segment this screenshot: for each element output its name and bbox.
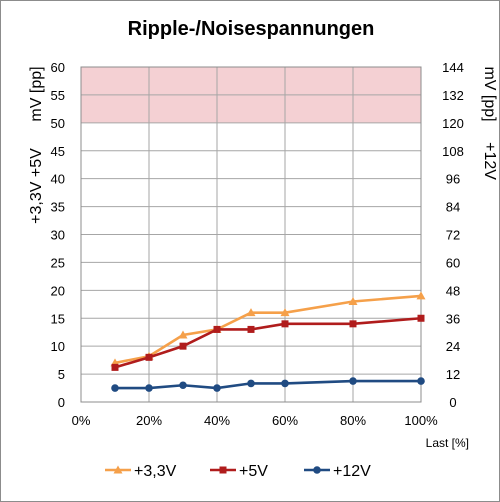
y-axis-right-title: +12V [481, 142, 498, 180]
data-point-5v [145, 353, 153, 361]
y-tick-label-right: 96 [446, 172, 460, 187]
legend-marker-3-3v [113, 465, 123, 474]
data-point-5v [417, 314, 425, 322]
x-tick-label: 100% [404, 413, 438, 428]
y-tick-label-right: 132 [442, 88, 464, 103]
data-point-5v [281, 320, 289, 328]
x-tick-label: 60% [272, 413, 298, 428]
x-tick-label: 20% [136, 413, 162, 428]
y-tick-label-left: 50 [51, 116, 65, 131]
y-tick-label-right: 24 [446, 339, 460, 354]
data-point-12v [349, 377, 357, 385]
y-tick-label-left: 40 [51, 172, 65, 187]
y-tick-label-right: 72 [446, 228, 460, 243]
y-tick-label-left: 0 [58, 395, 65, 410]
series-line-12v [115, 379, 421, 390]
data-point-12v [417, 377, 425, 385]
y-axis-left-title: +3,3V +5V [28, 148, 45, 224]
data-point-12v [145, 384, 153, 392]
legend-marker-12v [313, 466, 321, 474]
data-point-12v [281, 379, 289, 388]
y-tick-label-left: 25 [51, 255, 65, 270]
legend-label-3-3v: +3,3V [134, 463, 177, 480]
plot-border [80, 66, 422, 403]
data-point-3-3v [280, 308, 290, 317]
x-tick-label: 0% [72, 413, 91, 428]
y-tick-label-right: 144 [442, 60, 464, 75]
y-tick-label-left: 30 [51, 228, 65, 243]
x-tick-label: 40% [204, 413, 230, 428]
legend-label-5v: +5V [239, 463, 268, 480]
series-line-5v [114, 316, 422, 369]
y-tick-label-left: 55 [51, 88, 65, 103]
y-tick-label-right: 0 [449, 395, 456, 410]
y-tick-label-right: 84 [446, 200, 460, 215]
y-tick-label-left: 60 [51, 60, 65, 75]
y-tick-label-left: 10 [51, 339, 65, 354]
y-axis-left-unit: mV [pp] [28, 66, 45, 121]
data-point-5v [349, 320, 357, 328]
y-tick-label-left: 15 [51, 311, 65, 326]
data-point-5v [213, 325, 221, 333]
data-point-12v [179, 381, 187, 390]
data-point-3-3v [178, 330, 188, 339]
y-tick-label-left: 35 [51, 200, 65, 215]
data-point-12v [247, 379, 255, 388]
legend: +3,3V +5V +12V [105, 463, 371, 480]
legend-marker-5v [219, 466, 227, 474]
y-tick-label-right: 12 [446, 367, 460, 382]
legend-label-12v: +12V [333, 463, 371, 480]
data-point-3-3v [416, 291, 426, 300]
series-line-3-3v [114, 294, 422, 365]
data-point-3-3v [246, 308, 256, 317]
x-tick-label: 80% [340, 413, 366, 428]
y-tick-label-left: 20 [51, 283, 65, 298]
y-axis-right-unit: mV [pp] [481, 66, 498, 121]
data-point-5v [179, 342, 187, 350]
plot-area: 0 0 5 12 10 24 15 36 20 48 25 60 30 72 35 84 40 96 45 108 50… [51, 60, 464, 428]
data-point-12v [213, 384, 221, 392]
data-point-3-3v [348, 297, 358, 305]
chart-title: Ripple-/Noisespannungen [128, 18, 375, 40]
y-tick-label-left: 45 [51, 144, 65, 159]
data-point-12v [111, 384, 119, 392]
data-point-5v [111, 363, 119, 371]
y-tick-label-right: 48 [446, 283, 460, 298]
y-tick-label-right: 108 [442, 144, 464, 159]
data-point-5v [247, 325, 255, 333]
x-axis-title: Last [%] [426, 436, 469, 450]
y-tick-label-right: 120 [442, 116, 464, 131]
y-tick-label-right: 36 [446, 311, 460, 326]
y-tick-label-left: 5 [58, 367, 65, 382]
y-tick-label-right: 60 [446, 255, 460, 270]
